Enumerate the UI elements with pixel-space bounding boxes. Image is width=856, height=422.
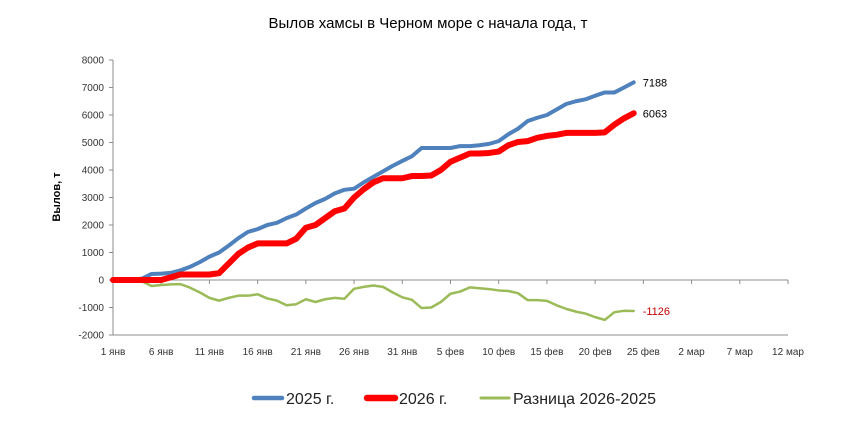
- x-tick-label: 7 мар: [727, 347, 754, 358]
- series-end-label-2: 6063: [643, 108, 667, 120]
- x-tick-label: 12 мар: [772, 347, 804, 358]
- x-tick-label: 31 янв: [387, 347, 417, 358]
- y-tick-label: 3000: [82, 193, 105, 204]
- x-tick-label: 26 янв: [339, 347, 369, 358]
- y-tick-label: 1000: [82, 248, 105, 259]
- x-tick-label: 5 фев: [437, 346, 464, 358]
- y-tick-label: 5000: [82, 138, 105, 149]
- x-tick-label: 21 янв: [291, 347, 321, 358]
- x-tick-label: 1 янв: [101, 347, 126, 358]
- x-tick-label: 11 янв: [195, 347, 224, 358]
- x-tick-label: 25 фев: [627, 346, 660, 358]
- x-tick-label: 16 янв: [243, 347, 273, 358]
- y-tick-label: 0: [98, 276, 104, 287]
- legend-label-3: Разница 2026-2025: [513, 391, 656, 408]
- x-tick-label: 2 мар: [678, 347, 705, 358]
- y-tick-label: 8000: [82, 56, 105, 67]
- y-tick-label: -1000: [78, 303, 104, 314]
- x-tick-label: 20 фев: [579, 346, 612, 358]
- x-tick-label: 10 фев: [482, 346, 515, 358]
- series-line-1: [111, 80, 636, 282]
- y-tick-label: 7000: [82, 83, 105, 94]
- chart-title: Вылов хамсы в Черном море с начала года,…: [269, 15, 588, 32]
- y-tick-label: 6000: [82, 111, 105, 122]
- x-tick-label: 6 янв: [149, 347, 174, 358]
- y-axis-label: Вылов, т: [51, 172, 63, 222]
- legend-label-1: 2025 г.: [286, 391, 334, 408]
- y-tick-label: -2000: [78, 331, 104, 342]
- y-tick-label: 4000: [82, 166, 105, 177]
- legend-label-2: 2026 г.: [399, 391, 447, 408]
- y-tick-label: 2000: [82, 221, 105, 232]
- series-line-2: [110, 110, 637, 283]
- series-end-label-3: -1126: [643, 306, 670, 318]
- series-line-3: [111, 278, 635, 322]
- x-tick-label: 15 фев: [530, 346, 563, 358]
- series-end-label-1: 7188: [643, 77, 667, 89]
